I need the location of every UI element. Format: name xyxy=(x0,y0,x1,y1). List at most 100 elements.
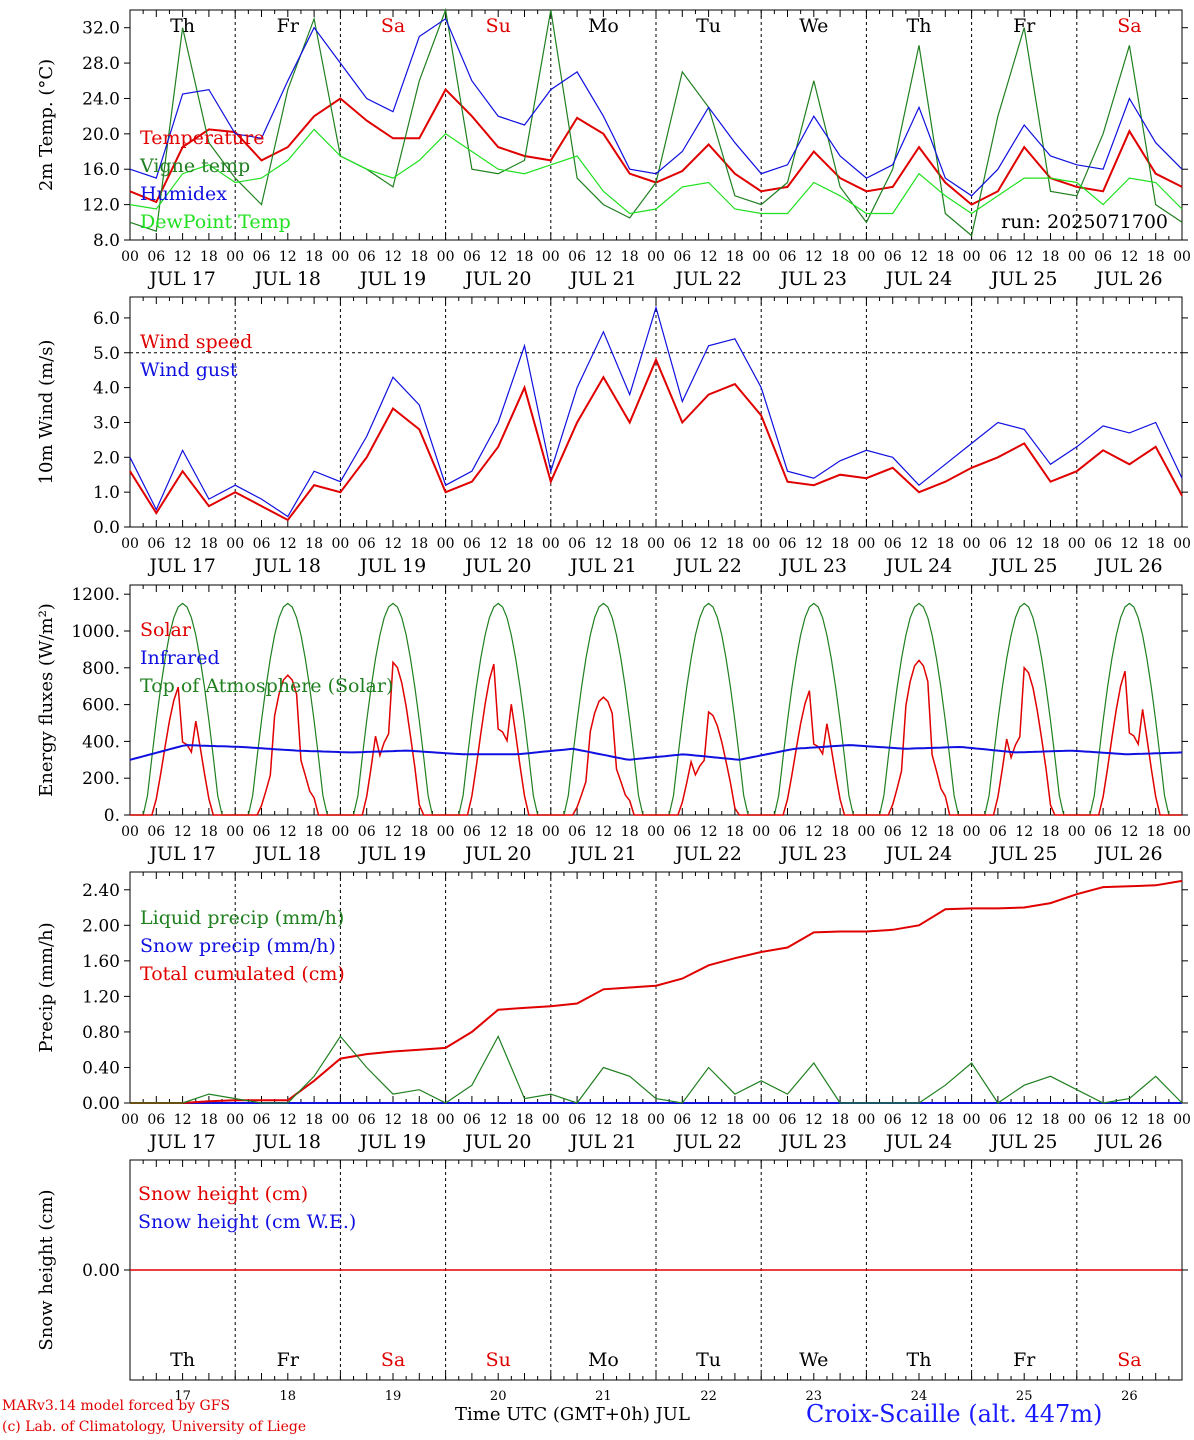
hour-label: 12 xyxy=(1120,536,1138,552)
hour-label: 06 xyxy=(147,249,165,265)
hour-label: 18 xyxy=(726,1112,744,1128)
hour-label: 00 xyxy=(121,249,139,265)
hour-label: 12 xyxy=(1120,824,1138,840)
hour-label: 18 xyxy=(936,536,954,552)
hour-label: 12 xyxy=(594,536,612,552)
hour-label: 12 xyxy=(279,536,297,552)
hour-label: 18 xyxy=(1042,1112,1060,1128)
day-name: We xyxy=(799,1349,828,1371)
hour-label: 18 xyxy=(1147,536,1165,552)
hour-label: 12 xyxy=(279,249,297,265)
hour-label: 06 xyxy=(463,824,481,840)
hour-label: 18 xyxy=(831,824,849,840)
hour-label: 06 xyxy=(358,1112,376,1128)
series-wind-gust xyxy=(129,305,1183,518)
hour-label: 00 xyxy=(1068,1112,1086,1128)
legend-entry: Wind speed xyxy=(140,331,252,353)
hour-label: 12 xyxy=(1015,824,1033,840)
hour-label: 00 xyxy=(226,536,244,552)
hour-label: 00 xyxy=(857,824,875,840)
date-label: JUL 20 xyxy=(463,268,531,290)
hour-label: 12 xyxy=(700,1112,718,1128)
run-annotation: run: 2025071700 xyxy=(1001,211,1168,233)
series-infrared xyxy=(129,744,1183,761)
y-tick-label: 6.0 xyxy=(93,309,120,329)
hour-label: 18 xyxy=(200,249,218,265)
hour-label: 12 xyxy=(384,536,402,552)
hour-label: 18 xyxy=(1147,824,1165,840)
y-tick-label: 8.0 xyxy=(93,231,120,251)
hour-label: 06 xyxy=(673,249,691,265)
model-credit: MARv3.14 model forced by GFS xyxy=(2,1398,231,1414)
hour-label: 06 xyxy=(1094,536,1112,552)
hour-label: 18 xyxy=(726,249,744,265)
legend-entry: Snow precip (mm/h) xyxy=(140,935,336,957)
date-label: JUL 19 xyxy=(358,843,426,865)
y-tick-label: 600. xyxy=(82,696,120,716)
hour-label: 12 xyxy=(594,1112,612,1128)
day-name: Mo xyxy=(588,1349,619,1371)
legend-entry: Vigne temp xyxy=(139,155,250,177)
day-name: Tu xyxy=(696,15,721,37)
y-tick-label: 400. xyxy=(82,732,120,752)
legend-entry: Snow height (cm) xyxy=(138,1183,308,1205)
time-axis-title: Time UTC (GMT+0h) JUL xyxy=(455,1404,690,1425)
hour-label: 00 xyxy=(121,824,139,840)
legend-entry: Wind gust xyxy=(140,359,238,381)
hour-label: 18 xyxy=(1042,824,1060,840)
y-tick-label: 800. xyxy=(82,659,120,679)
hour-label: 12 xyxy=(279,824,297,840)
y-axis-label: Precip (mm/h) xyxy=(36,922,57,1052)
date-label: JUL 21 xyxy=(568,268,636,290)
hour-label: 18 xyxy=(1147,249,1165,265)
hour-label: 18 xyxy=(621,824,639,840)
date-label: JUL 18 xyxy=(253,843,321,865)
hour-label: 12 xyxy=(805,1112,823,1128)
date-label: JUL 24 xyxy=(884,555,952,577)
hour-label: 06 xyxy=(673,536,691,552)
hour-label: 12 xyxy=(489,1112,507,1128)
hour-label: 12 xyxy=(594,249,612,265)
date-label: JUL 22 xyxy=(673,843,741,865)
day-name: Fr xyxy=(1013,15,1036,37)
hour-label: 00 xyxy=(963,824,981,840)
date-label: JUL 18 xyxy=(253,555,321,577)
legend-entry: Solar xyxy=(140,619,192,641)
hour-label: 12 xyxy=(384,824,402,840)
hour-label: 00 xyxy=(542,1112,560,1128)
hour-label: 06 xyxy=(568,536,586,552)
hour-label: 00 xyxy=(647,536,665,552)
series-humidex xyxy=(129,17,1183,197)
date-label: JUL 21 xyxy=(568,555,636,577)
hour-label: 18 xyxy=(516,249,534,265)
hour-label: 00 xyxy=(121,536,139,552)
hour-label: 18 xyxy=(516,824,534,840)
hour-label: 00 xyxy=(752,824,770,840)
day-name: Fr xyxy=(1013,1349,1036,1371)
hour-label: 18 xyxy=(410,249,428,265)
date-label: JUL 25 xyxy=(989,1131,1057,1153)
hour-label: 00 xyxy=(1068,824,1086,840)
hour-label: 12 xyxy=(489,824,507,840)
hour-label: 06 xyxy=(358,536,376,552)
hour-label: 06 xyxy=(673,1112,691,1128)
date-label: JUL 26 xyxy=(1094,555,1162,577)
hour-label: 12 xyxy=(1015,536,1033,552)
hour-label: 00 xyxy=(331,536,349,552)
hour-label: 12 xyxy=(805,249,823,265)
hour-label: 06 xyxy=(884,1112,902,1128)
legend-entry: DewPoint Temp xyxy=(140,211,291,233)
day-name: Th xyxy=(170,15,195,37)
hour-label: 00 xyxy=(857,536,875,552)
hour-label: 06 xyxy=(253,536,271,552)
y-tick-label: 32.0 xyxy=(82,19,120,39)
date-label: JUL 20 xyxy=(463,555,531,577)
legend-entry: Infrared xyxy=(140,647,220,669)
hour-label: 06 xyxy=(779,536,797,552)
series-wind-speed xyxy=(129,357,1183,522)
day-number: 25 xyxy=(1016,1389,1033,1404)
hour-label: 12 xyxy=(1120,249,1138,265)
hour-label: 12 xyxy=(910,1112,928,1128)
day-name: Su xyxy=(486,1349,511,1371)
hour-label: 00 xyxy=(1173,824,1191,840)
